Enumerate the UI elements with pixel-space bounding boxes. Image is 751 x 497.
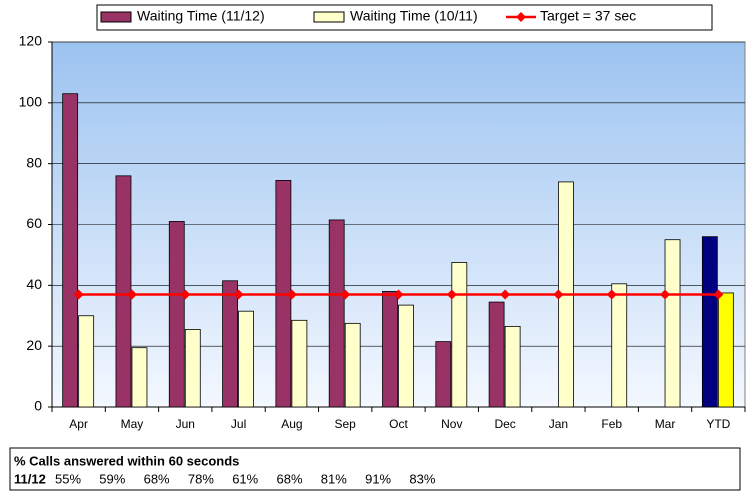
x-tick-label: YTD (706, 417, 730, 431)
legend-label: Target = 37 sec (540, 8, 636, 24)
y-tick-label: 80 (26, 154, 42, 170)
x-tick-label: Dec (494, 417, 515, 431)
target-marker (73, 289, 84, 300)
y-tick-label: 20 (26, 337, 42, 353)
bar (435, 341, 452, 408)
bar (115, 175, 132, 408)
table-cell: 81% (321, 471, 347, 486)
table-cell: 83% (409, 471, 435, 486)
bar (344, 322, 361, 408)
target-marker (606, 289, 617, 300)
target-marker (660, 289, 671, 300)
table-cell: 91% (365, 471, 391, 486)
bar (291, 319, 308, 408)
table-title: % Calls answered within 60 seconds (14, 453, 239, 468)
table-box (9, 447, 741, 491)
x-tick-label: Aug (281, 417, 302, 431)
bar (398, 304, 414, 408)
x-tick-label: Mar (655, 417, 676, 431)
legend-label: Waiting Time (10/11) (350, 8, 478, 24)
bar (222, 280, 238, 408)
bar (238, 310, 254, 408)
x-tick-label: Feb (601, 417, 622, 431)
bar (701, 236, 718, 408)
target-marker (233, 289, 244, 300)
legend-swatch (313, 11, 345, 23)
legend-label: Waiting Time (11/12) (137, 8, 265, 24)
y-tick-label: 40 (26, 276, 42, 292)
target-marker (446, 289, 457, 300)
bar (664, 239, 681, 408)
bar (62, 93, 79, 408)
bar (78, 315, 95, 408)
y-tick-label: 0 (34, 398, 42, 414)
target-marker (180, 289, 191, 300)
target-marker (286, 289, 297, 300)
y-tick-label: 120 (19, 33, 43, 49)
x-tick-label: May (121, 417, 144, 431)
x-tick-label: Apr (69, 417, 88, 431)
target-marker (713, 289, 724, 300)
target-marker (500, 289, 511, 300)
table-cell: 68% (144, 471, 170, 486)
table-cell: 68% (277, 471, 303, 486)
table-cell: 61% (232, 471, 258, 486)
y-tick-label: 100 (19, 94, 43, 110)
bar (504, 325, 521, 408)
target-marker (553, 289, 564, 300)
x-tick-label: Jan (549, 417, 568, 431)
bar (328, 219, 345, 408)
table-cell: 78% (188, 471, 214, 486)
table-cell: 55% (55, 471, 81, 486)
target-marker (126, 289, 137, 300)
legend-box (96, 4, 713, 31)
legend-swatch (100, 11, 132, 23)
bar (184, 329, 201, 408)
y-tick-label: 60 (26, 215, 42, 231)
row-header: 11/12 (14, 471, 46, 486)
bar (717, 292, 734, 408)
x-tick-label: Jul (231, 417, 246, 431)
bar (611, 283, 628, 408)
bar (451, 262, 468, 408)
bar (131, 347, 148, 408)
target-marker (393, 289, 404, 300)
x-tick-label: Nov (441, 417, 462, 431)
target-marker (340, 289, 351, 300)
bar (168, 221, 185, 408)
legend-marker (516, 12, 526, 22)
table-cell: 59% (99, 471, 125, 486)
x-tick-label: Jun (176, 417, 195, 431)
bar (488, 301, 505, 408)
x-tick-label: Sep (335, 417, 357, 431)
bar (382, 291, 398, 408)
x-tick-label: Oct (389, 417, 408, 431)
